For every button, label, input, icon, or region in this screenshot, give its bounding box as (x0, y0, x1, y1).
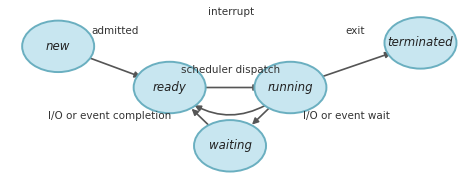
Text: exit: exit (346, 26, 365, 36)
FancyArrowPatch shape (319, 53, 390, 78)
Text: interrupt: interrupt (208, 7, 254, 17)
Text: I/O or event wait: I/O or event wait (303, 111, 390, 121)
Text: ready: ready (153, 81, 187, 94)
Text: new: new (46, 40, 70, 53)
Text: I/O or event completion: I/O or event completion (47, 111, 171, 121)
Text: running: running (268, 81, 313, 94)
FancyArrowPatch shape (196, 105, 265, 115)
FancyArrowPatch shape (200, 85, 258, 90)
Text: waiting: waiting (209, 139, 252, 152)
Ellipse shape (384, 17, 456, 69)
Ellipse shape (134, 62, 206, 113)
FancyArrowPatch shape (87, 57, 139, 77)
Ellipse shape (22, 21, 94, 72)
Text: admitted: admitted (91, 26, 139, 36)
FancyArrowPatch shape (254, 109, 268, 123)
Text: scheduler dispatch: scheduler dispatch (182, 65, 281, 75)
Ellipse shape (194, 120, 266, 172)
Text: terminated: terminated (388, 36, 453, 49)
Ellipse shape (255, 62, 327, 113)
FancyArrowPatch shape (193, 110, 208, 125)
